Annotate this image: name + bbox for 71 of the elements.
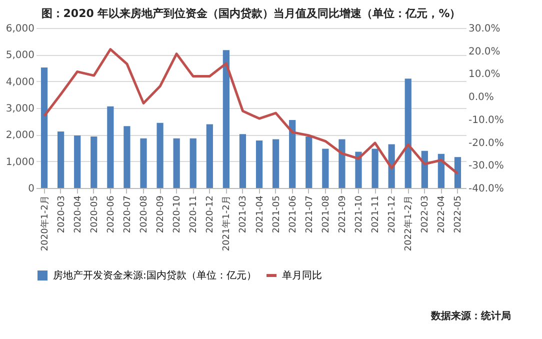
y-tick-label: 0 xyxy=(28,184,34,194)
y2-tick-label: 10.0% xyxy=(468,69,500,80)
x-tick-label: 2020年1-2月 xyxy=(39,196,50,252)
bar xyxy=(173,138,180,188)
x-tick-label: 2021-11 xyxy=(371,196,382,234)
x-tick-label: 2020-06 xyxy=(106,195,116,234)
x-tick-label: 2020-12 xyxy=(206,196,216,234)
bar xyxy=(90,136,98,188)
bar xyxy=(338,139,346,188)
bar xyxy=(239,134,246,188)
y-tick-label: 3,000 xyxy=(6,104,34,114)
y-tick-label: 2,000 xyxy=(6,130,34,142)
y2-tick-label: -40.0% xyxy=(468,184,504,194)
x-tick-label: 2020-09 xyxy=(156,195,166,234)
y2-tick-label: -20.0% xyxy=(468,138,504,149)
y2-tick-label: 30.0% xyxy=(468,24,500,34)
x-tick-label: 2021-12 xyxy=(388,196,398,234)
x-tick-label: 2021-09 xyxy=(338,195,348,234)
legend-label: 单月同比 xyxy=(282,270,322,282)
bar xyxy=(140,138,147,188)
x-tick-label: 2020-11 xyxy=(189,196,200,234)
x-tick-label: 2021-07 xyxy=(304,196,315,234)
x-tick-label: 2020-10 xyxy=(172,195,183,234)
bar xyxy=(322,148,329,188)
bar xyxy=(454,157,462,188)
bar xyxy=(306,136,312,188)
bar xyxy=(256,140,263,188)
bar xyxy=(124,126,130,188)
bar xyxy=(355,152,362,188)
x-tick-label: 2021-08 xyxy=(321,195,332,234)
x-tick-label: 2022年1-2月 xyxy=(403,196,414,252)
y-tick-label: 6,000 xyxy=(6,24,34,34)
x-tick-label: 2020-05 xyxy=(90,196,100,234)
y-tick-label: 5,000 xyxy=(6,50,34,62)
x-tick-label: 2022-03 xyxy=(420,196,431,234)
legend-label: 房地产开发资金来源:国内贷款（单位：亿元） xyxy=(53,270,256,282)
x-tick-label: 2021-06 xyxy=(288,195,298,234)
bar xyxy=(372,148,378,188)
chart-title: 图：2020 年以来房地产到位资金（国内贷款）当月值及同比增速（单位：亿元，%） xyxy=(41,7,461,20)
bar xyxy=(222,50,230,188)
y2-tick-label: -10.0% xyxy=(468,114,504,126)
x-tick-label: 2021-10 xyxy=(354,195,364,234)
y2-tick-label: 0.0% xyxy=(468,92,494,104)
bar xyxy=(107,106,114,188)
x-tick-label: 2022-04 xyxy=(437,195,448,234)
x-tick-label: 2021年1-2月 xyxy=(221,196,232,252)
y-tick-label: 4,000 xyxy=(6,76,34,88)
y2-tick-label: 20.0% xyxy=(468,46,500,58)
line-series xyxy=(43,48,459,175)
x-tick-label: 2020-03 xyxy=(56,196,67,234)
x-tick-label: 2020-08 xyxy=(140,195,150,234)
x-tick-label: 2021-04 xyxy=(255,195,266,234)
x-tick-label: 2022-05 xyxy=(454,196,464,234)
bar xyxy=(404,78,412,188)
source-note: 数据来源：统计局 xyxy=(430,310,511,322)
bar xyxy=(438,154,444,188)
bar xyxy=(156,122,164,188)
x-tick-label: 2021-03 xyxy=(238,196,249,234)
bar xyxy=(421,150,428,188)
x-tick-label: 2021-05 xyxy=(272,196,282,234)
x-tick-label: 2020-04 xyxy=(73,195,84,234)
bar xyxy=(58,131,64,188)
bar xyxy=(190,138,196,188)
bar xyxy=(40,67,48,188)
bar xyxy=(74,135,81,188)
bar xyxy=(206,124,213,188)
bar xyxy=(289,120,296,188)
bar xyxy=(272,139,280,188)
x-tick-label: 2020-07 xyxy=(122,196,133,234)
y2-tick-label: -30.0% xyxy=(468,160,504,172)
y-tick-label: 1,000 xyxy=(6,156,34,168)
